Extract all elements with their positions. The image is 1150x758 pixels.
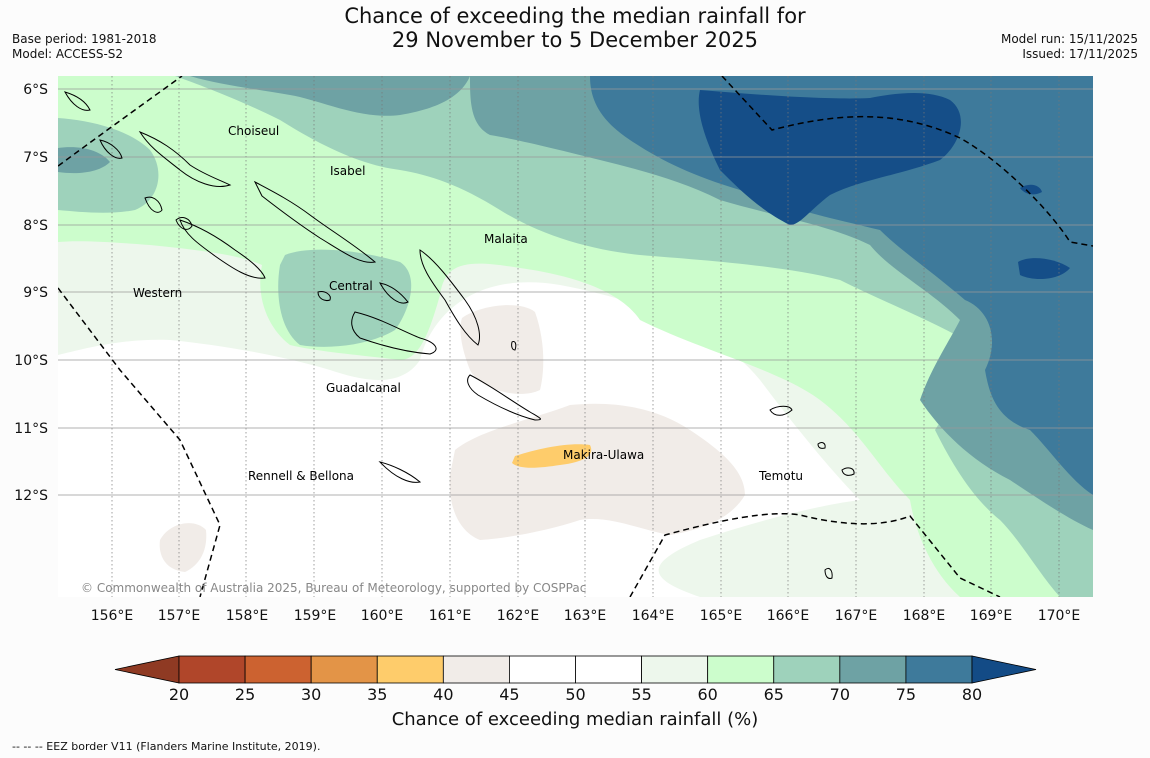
choiseul-island	[138, 130, 232, 187]
colorbar-segment	[839, 655, 907, 684]
colorbar-tick-label: 60	[697, 685, 718, 704]
colorbar	[114, 655, 1037, 684]
colorbar-segment	[310, 655, 378, 684]
colorbar-tick-label: 35	[367, 685, 388, 704]
rainfall-contours	[58, 76, 1093, 597]
lat-label: 7°S	[23, 150, 48, 166]
colorbar-tick-label: 75	[895, 685, 917, 704]
title-line-2: 29 November to 5 December 2025	[391, 28, 759, 52]
lat-label: 9°S	[23, 285, 48, 301]
colorbar-segment	[905, 655, 973, 684]
region-label-temotu: Temotu	[758, 469, 803, 483]
eez-border	[58, 76, 1093, 597]
colorbar-over-extension	[971, 655, 1037, 684]
lon-label: 170°E	[1038, 608, 1081, 624]
colorbar-tick-label: 50	[565, 685, 586, 704]
longitude-gridlines	[111, 76, 1060, 597]
lon-label: 164°E	[632, 608, 675, 624]
colorbar-tick-label: 30	[300, 685, 322, 704]
colorbar-tick-label: 25	[234, 685, 256, 704]
region-label-guadalcanal: Guadalcanal	[326, 381, 401, 395]
region-label-isabel: Isabel	[330, 164, 365, 178]
lat-label: 8°S	[23, 218, 48, 234]
latitude-gridlines	[58, 88, 1093, 496]
region-label-central: Central	[329, 279, 373, 293]
lon-label: 157°E	[158, 608, 201, 624]
malaita-island	[419, 249, 480, 346]
lon-label: 158°E	[226, 608, 269, 624]
region-label-rennell-bellona: Rennell & Bellona	[248, 469, 354, 483]
colorbar-segment	[773, 655, 841, 684]
lat-label: 10°S	[14, 353, 48, 369]
colorbar-tick-label: 45	[499, 685, 520, 704]
colorbar-tick-label: 55	[631, 685, 652, 704]
model-name: Model: ACCESS-S2	[12, 47, 124, 61]
region-label-makira-ulawa: Makira-Ulawa	[563, 448, 644, 462]
lon-label: 162°E	[497, 608, 540, 624]
lon-label: 165°E	[700, 608, 743, 624]
colorbar-segment	[707, 655, 775, 684]
lon-label: 159°E	[294, 608, 337, 624]
isabel-island	[253, 180, 377, 263]
colorbar-segment	[178, 655, 246, 684]
lon-label: 166°E	[767, 608, 810, 624]
lon-label: 156°E	[91, 608, 134, 624]
guadalcanal-island	[351, 311, 437, 355]
lon-label: 161°E	[429, 608, 472, 624]
issued-date: Issued: 17/11/2025	[1022, 47, 1138, 61]
colorbar-tick-label: 80	[961, 685, 983, 704]
lat-label: 6°S	[23, 82, 48, 98]
makira-island	[467, 374, 541, 421]
coastlines	[63, 91, 855, 579]
colorbar-segment	[442, 655, 510, 684]
colorbar-segment	[575, 655, 642, 684]
lon-label: 168°E	[903, 608, 946, 624]
base-period: Base period: 1981-2018	[12, 32, 157, 46]
lon-label: 160°E	[361, 608, 404, 624]
colorbar-segment	[641, 655, 709, 684]
eez-footnote: -- -- -- EEZ border V11 (Flanders Marine…	[12, 740, 321, 753]
region-label-choiseul: Choiseul	[228, 124, 279, 138]
colorbar-tick-label: 65	[763, 685, 784, 704]
lon-label: 169°E	[970, 608, 1013, 624]
colorbar-segment	[244, 655, 312, 684]
lon-label: 167°E	[835, 608, 878, 624]
model-run: Model run: 15/11/2025	[1000, 32, 1138, 46]
colorbar-segment	[509, 655, 576, 684]
colorbar-tick-label: 70	[829, 685, 851, 704]
colorbar-tick-label: 20	[168, 685, 190, 704]
colorbar-tick-label: 40	[433, 685, 454, 704]
colorbar-under-extension	[114, 655, 180, 684]
colorbar-title: Chance of exceeding median rainfall (%)	[391, 709, 759, 730]
region-label-western: Western	[133, 286, 182, 300]
lat-label: 11°S	[14, 421, 48, 437]
new-georgia-islands	[179, 219, 266, 279]
title-line-1: Chance of exceeding the median rainfall …	[344, 4, 806, 28]
copyright-notice: © Commonwealth of Australia 2025, Bureau…	[81, 581, 586, 595]
lat-label: 12°S	[14, 488, 48, 504]
lon-label: 163°E	[564, 608, 607, 624]
region-label-malaita: Malaita	[484, 232, 528, 246]
colorbar-segment	[376, 655, 444, 684]
